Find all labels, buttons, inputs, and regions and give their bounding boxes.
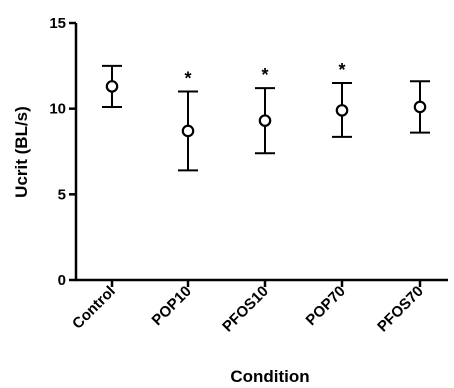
data-point xyxy=(335,104,349,117)
x-tick-label: PFOS10 xyxy=(219,283,272,336)
x-axis-title: Condition xyxy=(230,367,309,386)
significance-marker: * xyxy=(184,69,191,89)
y-axis-title: Ucrit (BL/s) xyxy=(12,106,31,198)
y-tick-label: 5 xyxy=(58,186,66,203)
y-tick-label: 15 xyxy=(49,15,66,32)
x-tick-label: POP10 xyxy=(149,283,195,329)
significance-marker: * xyxy=(261,65,268,85)
x-tick-label: Control xyxy=(69,283,119,333)
y-tick-label: 10 xyxy=(49,101,66,118)
axes xyxy=(74,23,448,282)
data-marks: * * * xyxy=(102,60,430,172)
data-point xyxy=(258,114,272,127)
data-point xyxy=(413,100,427,114)
x-tick-label: POP70 xyxy=(303,283,349,329)
y-ticks: 0 5 10 15 xyxy=(49,15,76,289)
x-tick-label: PFOS70 xyxy=(374,283,427,336)
y-tick-label: 0 xyxy=(58,272,66,289)
data-point xyxy=(181,124,195,138)
significance-marker: * xyxy=(338,60,345,80)
data-point xyxy=(105,80,119,93)
x-ticks: Control POP10 PFOS10 POP70 PFOS70 xyxy=(69,280,427,336)
